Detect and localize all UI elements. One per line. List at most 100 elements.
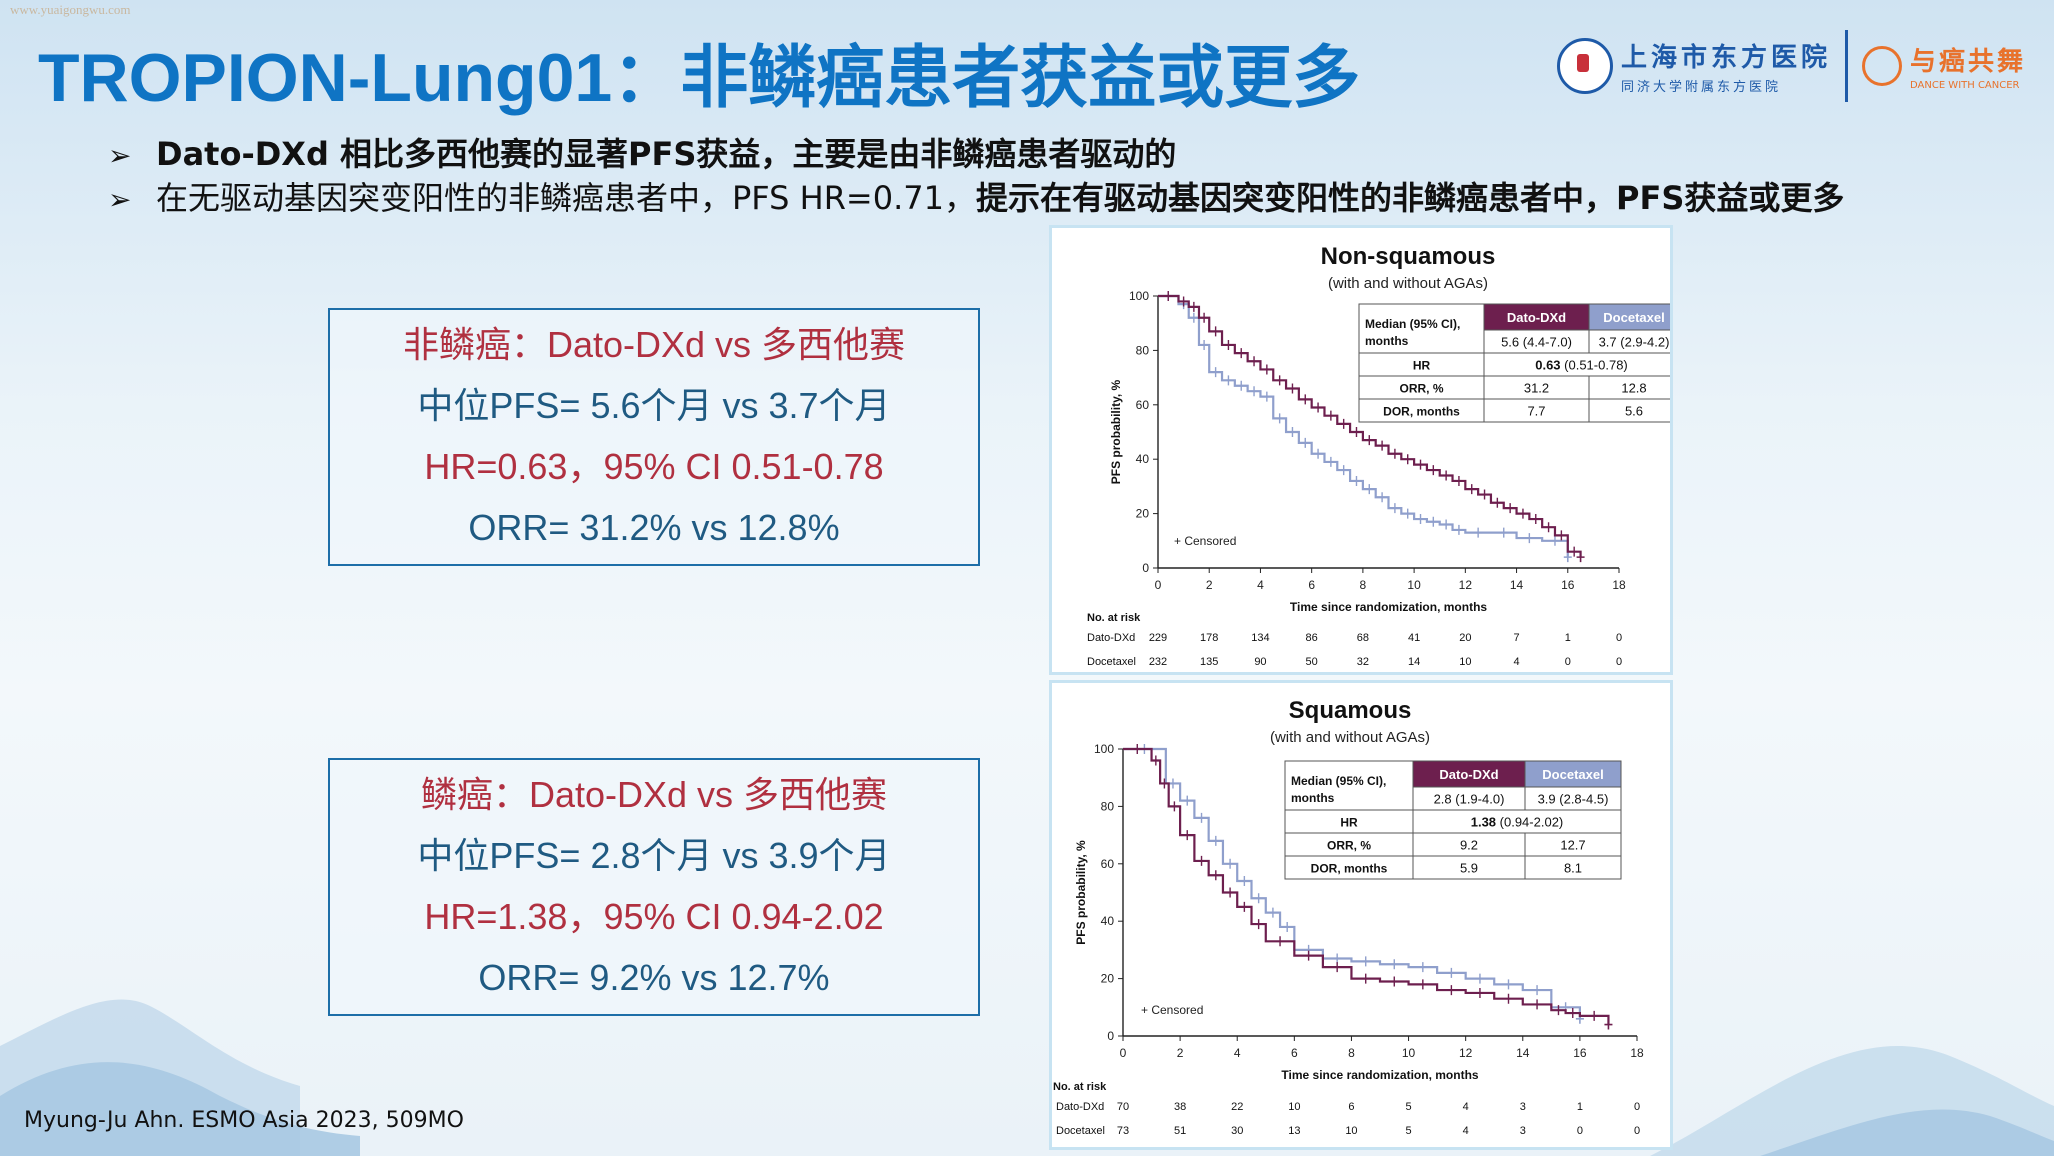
y-tick-label: 40 [1101, 914, 1115, 928]
y-axis-label: PFS probability, % [1074, 840, 1088, 945]
censor-mark [1240, 901, 1249, 912]
x-tick-label: 10 [1407, 578, 1421, 592]
at-risk-value: 0 [1616, 656, 1622, 668]
censor-mark [1454, 524, 1463, 535]
censor-mark [1403, 508, 1412, 519]
censor-mark [1557, 530, 1566, 541]
censor-mark [1454, 475, 1463, 486]
at-risk-label: No. at risk [1053, 1081, 1107, 1093]
censor-mark [1499, 527, 1508, 538]
at-risk-value: 10 [1345, 1125, 1357, 1137]
x-axis-label: Time since randomization, months [1281, 1068, 1478, 1082]
at-risk-value: 3 [1520, 1101, 1526, 1113]
y-tick-label: 20 [1136, 507, 1150, 521]
censor-mark [1447, 967, 1456, 978]
censor-mark [1326, 456, 1335, 467]
table-dor-docetaxel: 5.6 [1625, 404, 1643, 419]
at-risk-value: 68 [1357, 632, 1369, 644]
censor-mark [1189, 301, 1198, 312]
censor-mark [1183, 830, 1192, 841]
censor-mark [1403, 454, 1412, 465]
censor-mark [1168, 778, 1177, 789]
censor-mark [1533, 999, 1542, 1010]
y-tick-label: 100 [1094, 742, 1114, 756]
km-curve-dato-dxd [1123, 747, 1610, 1025]
x-tick-label: 8 [1360, 578, 1367, 592]
censor-mark [1211, 367, 1220, 378]
censor-mark [1442, 519, 1451, 530]
table-median-label-2: months [1365, 334, 1409, 348]
censor-mark [1378, 440, 1387, 451]
at-risk-label: No. at risk [1087, 612, 1141, 624]
at-risk-row-name: Docetaxel [1056, 1125, 1105, 1137]
sq-orr: ORR= 9.2% vs 12.7% [478, 957, 830, 998]
censor-mark [1390, 976, 1399, 987]
x-tick-label: 14 [1510, 578, 1524, 592]
censor-mark [1333, 953, 1342, 964]
y-tick-label: 60 [1101, 857, 1115, 871]
y-tick-label: 80 [1101, 799, 1115, 813]
arrow-bullet-icon: ➢ [108, 183, 132, 216]
at-risk-value: 10 [1459, 656, 1471, 668]
sq-hr: HR=1.38，95% CI 0.94-2.02 [424, 896, 884, 937]
censor-mark [1550, 535, 1559, 546]
bullet-2-bold2: 提示在有驱动基因突变阳性的非鳞癌患者中，PFS获益或更多 [976, 179, 1845, 217]
censor-mark [1237, 348, 1246, 359]
table-orr-docetaxel: 12.7 [1560, 838, 1585, 853]
nonsq-hr: HR=0.63，95% CI 0.51-0.78 [424, 446, 884, 487]
at-risk-value: 70 [1117, 1101, 1129, 1113]
censor-mark [1480, 489, 1489, 500]
censor-mark [1604, 1019, 1613, 1030]
censor-mark [1288, 383, 1297, 394]
censor-mark [1276, 936, 1285, 947]
censor-mark [1416, 459, 1425, 470]
censor-mark [1254, 893, 1263, 904]
x-tick-label: 12 [1459, 1046, 1473, 1060]
censor-mark [1533, 985, 1542, 996]
table-orr-label: ORR, % [1327, 839, 1371, 853]
censor-mark [1262, 391, 1271, 402]
at-risk-value: 5 [1405, 1101, 1411, 1113]
censor-mark [1170, 801, 1179, 812]
censor-mark [1590, 1010, 1599, 1021]
table-border [1284, 760, 1622, 880]
at-risk-value: 135 [1200, 656, 1218, 668]
censor-mark [1365, 435, 1374, 446]
table-hr-point: 1.38 [1471, 815, 1500, 830]
nonsq-heading: 非鳞癌：Dato-DXd vs 多西他赛 [402, 324, 906, 365]
censor-mark [1475, 973, 1484, 984]
y-axis-label: PFS probability, % [1109, 379, 1123, 484]
censor-mark [1160, 778, 1169, 789]
censor-mark [1200, 312, 1209, 323]
at-risk-value: 0 [1577, 1125, 1583, 1137]
table-header-dato: Dato-DXd [1439, 767, 1498, 782]
censor-mark [1250, 356, 1259, 367]
censor-mark [1504, 979, 1513, 990]
table-median-dato: 5.6 (4.4-7.0) [1501, 335, 1572, 350]
censor-mark [1378, 492, 1387, 503]
at-risk-value: 134 [1251, 632, 1269, 644]
censor-mark [1518, 508, 1527, 519]
table-header-docetaxel: Docetaxel [1542, 767, 1603, 782]
censor-mark [1525, 533, 1534, 544]
x-tick-label: 18 [1630, 1046, 1644, 1060]
at-risk-row-name: Dato-DXd [1087, 632, 1135, 644]
censor-mark [1568, 1008, 1577, 1019]
x-tick-label: 0 [1120, 1046, 1127, 1060]
at-risk-value: 7 [1513, 632, 1519, 644]
at-risk-value: 3 [1520, 1125, 1526, 1137]
table-dor-docetaxel: 8.1 [1564, 861, 1582, 876]
y-tick-label: 0 [1142, 561, 1149, 575]
at-risk-value: 22 [1231, 1101, 1243, 1113]
at-risk-value: 178 [1200, 632, 1218, 644]
bullet-list: ➢ Dato-DXd 相比多西他赛的显著PFS获益，主要是由非鳞癌患者驱动的 ➢ 在… [108, 132, 1844, 220]
logo-divider [1844, 30, 1848, 102]
censor-mark [1133, 744, 1142, 754]
table-header-dato-cell [1484, 304, 1589, 330]
censor-mark [1493, 497, 1502, 508]
hospital-emblem-icon [1556, 38, 1613, 94]
table-header-docetaxel-cell [1525, 761, 1621, 787]
at-risk-value: 14 [1408, 656, 1420, 668]
x-tick-label: 18 [1612, 578, 1626, 592]
censor-mark [1504, 993, 1513, 1004]
